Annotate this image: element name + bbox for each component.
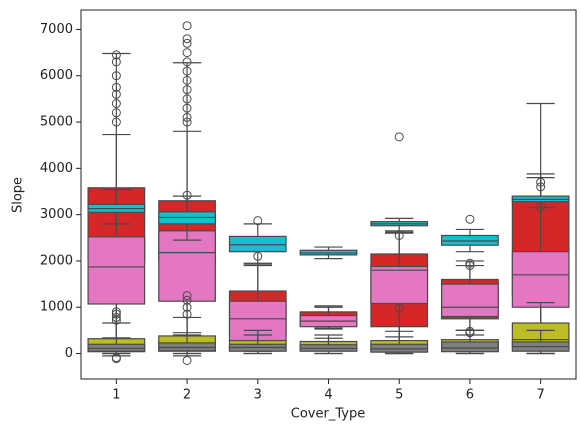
x-tick-label: 7 [537, 388, 545, 403]
y-tick-label: 5000 [40, 115, 73, 130]
box [511, 251, 570, 308]
box [228, 235, 287, 253]
plot-frame [80, 9, 577, 380]
y-tick-label: 2000 [40, 253, 73, 268]
outlier [182, 21, 192, 31]
box [441, 283, 499, 318]
outlier [111, 312, 121, 322]
outlier [536, 202, 546, 212]
outlier [536, 182, 546, 192]
outlier [536, 177, 546, 187]
x-tick-label: 3 [254, 388, 262, 403]
box [87, 343, 146, 352]
y-tick-label: 0 [65, 346, 73, 361]
box [441, 234, 499, 246]
outlier [182, 295, 192, 305]
outlier [253, 251, 263, 261]
outlier [394, 132, 404, 142]
outlier [253, 216, 263, 226]
x-axis-label: Cover_Type [291, 407, 365, 422]
y-tick-label: 1000 [40, 300, 73, 315]
y-tick-label: 3000 [40, 207, 73, 222]
x-tick-label: 1 [112, 388, 120, 403]
outlier [182, 34, 192, 44]
x-tick-label: 5 [395, 388, 403, 403]
outlier [111, 309, 121, 319]
box [441, 341, 499, 353]
box [158, 342, 216, 352]
y-tick-label: 4000 [40, 161, 73, 176]
outlier [182, 355, 192, 365]
outlier [182, 190, 192, 200]
x-tick-label: 6 [466, 388, 474, 403]
outlier [182, 38, 192, 48]
outlier [182, 302, 192, 312]
outlier [465, 214, 475, 224]
y-tick-label: 6000 [40, 68, 73, 83]
outlier [182, 309, 192, 319]
box [370, 343, 429, 353]
outlier [182, 291, 192, 301]
box [87, 236, 146, 305]
y-axis-label: Slope [11, 177, 26, 213]
box [370, 265, 429, 305]
outlier [111, 354, 121, 364]
outlier [111, 307, 121, 317]
outlier [394, 230, 404, 240]
x-tick-label: 4 [324, 388, 332, 403]
outlier [182, 48, 192, 58]
y-tick-label: 7000 [40, 22, 73, 37]
box [158, 230, 216, 302]
x-tick-label: 2 [183, 388, 191, 403]
